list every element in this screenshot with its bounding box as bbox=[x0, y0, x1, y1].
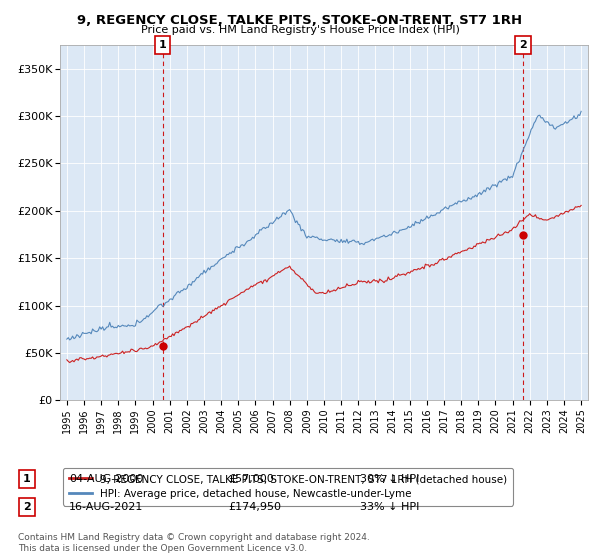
Text: 1: 1 bbox=[23, 474, 31, 484]
Text: £57,000: £57,000 bbox=[228, 474, 274, 484]
Text: 33% ↓ HPI: 33% ↓ HPI bbox=[360, 502, 419, 512]
Text: 04-AUG-2000: 04-AUG-2000 bbox=[69, 474, 143, 484]
Text: £174,950: £174,950 bbox=[228, 502, 281, 512]
Text: 9, REGENCY CLOSE, TALKE PITS, STOKE-ON-TRENT, ST7 1RH: 9, REGENCY CLOSE, TALKE PITS, STOKE-ON-T… bbox=[77, 14, 523, 27]
Text: 1: 1 bbox=[158, 40, 166, 50]
Text: Price paid vs. HM Land Registry's House Price Index (HPI): Price paid vs. HM Land Registry's House … bbox=[140, 25, 460, 35]
Text: 16-AUG-2021: 16-AUG-2021 bbox=[69, 502, 143, 512]
Text: Contains HM Land Registry data © Crown copyright and database right 2024.
This d: Contains HM Land Registry data © Crown c… bbox=[18, 533, 370, 553]
Legend: 9, REGENCY CLOSE, TALKE PITS, STOKE-ON-TRENT, ST7 1RH (detached house), HPI: Ave: 9, REGENCY CLOSE, TALKE PITS, STOKE-ON-T… bbox=[62, 468, 514, 506]
Text: 2: 2 bbox=[520, 40, 527, 50]
Text: 30% ↓ HPI: 30% ↓ HPI bbox=[360, 474, 419, 484]
Text: 2: 2 bbox=[23, 502, 31, 512]
